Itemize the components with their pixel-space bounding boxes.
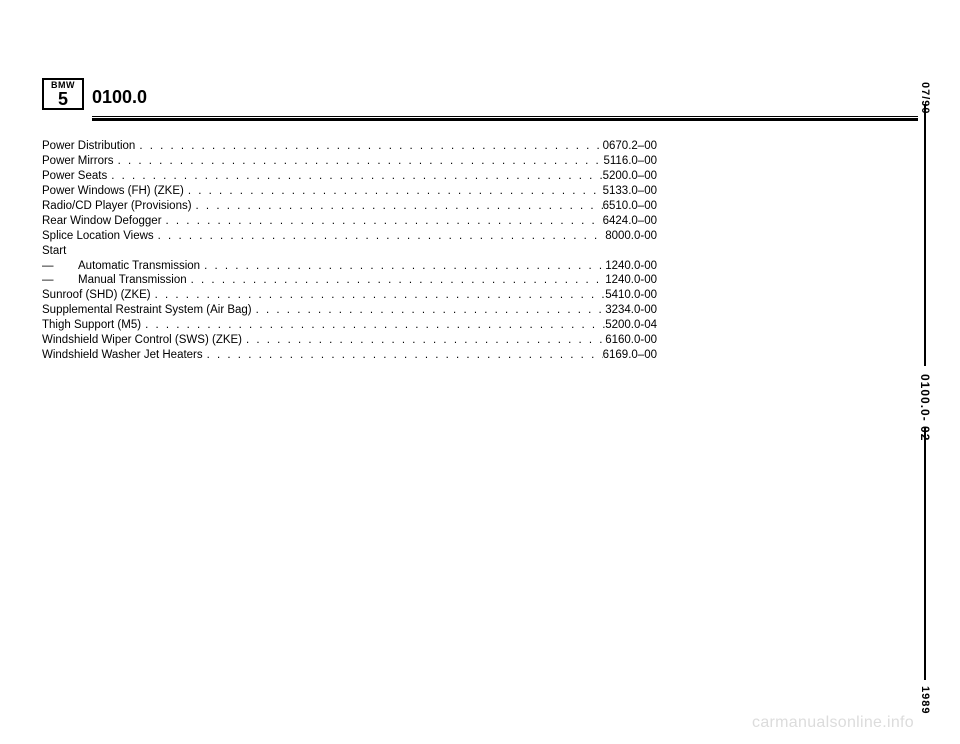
- section-number: 0100.0: [92, 87, 147, 110]
- header-rule-thin: [92, 116, 918, 117]
- toc-page: 5133.0–00: [603, 184, 657, 199]
- toc-dash: —: [42, 273, 78, 288]
- toc-dots: . . . . . . . . . . . . . . . . . . . . …: [200, 259, 605, 274]
- toc-dots: . . . . . . . . . . . . . . . . . . . . …: [162, 214, 603, 229]
- toc-dots: . . . . . . . . . . . . . . . . . . . . …: [184, 184, 603, 199]
- toc-page: 5116.0–00: [603, 154, 657, 169]
- toc-label: Power Windows (FH) (ZKE): [42, 184, 184, 199]
- toc-row: Supplemental Restraint System (Air Bag) …: [42, 303, 657, 318]
- toc-row: —Automatic Transmission . . . . . . . . …: [42, 259, 657, 274]
- toc-row: Power Mirrors . . . . . . . . . . . . . …: [42, 154, 657, 169]
- toc-page: 6424.0–00: [603, 214, 657, 229]
- toc-row: Power Distribution . . . . . . . . . . .…: [42, 139, 657, 154]
- toc-row: Thigh Support (M5) . . . . . . . . . . .…: [42, 318, 657, 333]
- toc-page: 1240.0-00: [605, 273, 657, 288]
- rail-line-bottom: [924, 428, 926, 680]
- rail-line-top: [924, 104, 926, 366]
- toc-row: Splice Location Views . . . . . . . . . …: [42, 229, 657, 244]
- toc-page: 8000.0-00: [605, 229, 657, 244]
- toc-row: Power Seats . . . . . . . . . . . . . . …: [42, 169, 657, 184]
- toc-dots: . . . . . . . . . . . . . . . . . . . . …: [192, 199, 603, 214]
- toc-row: Power Windows (FH) (ZKE) . . . . . . . .…: [42, 184, 657, 199]
- toc-page: 1240.0-00: [605, 259, 657, 274]
- toc-label: Power Mirrors: [42, 154, 114, 169]
- toc-row: Sunroof (SHD) (ZKE) . . . . . . . . . . …: [42, 288, 657, 303]
- toc-dots: . . . . . . . . . . . . . . . . . . . . …: [141, 318, 605, 333]
- toc-label: Windshield Wiper Control (SWS) (ZKE): [42, 333, 242, 348]
- rail-year: 1989: [919, 686, 931, 714]
- logo-bottom-text: 5: [58, 90, 68, 108]
- toc-row: —Manual Transmission . . . . . . . . . .…: [42, 273, 657, 288]
- toc-page: 5200.0–00: [603, 169, 657, 184]
- bmw-logo: BMW 5: [42, 78, 84, 110]
- toc-dots: . . . . . . . . . . . . . . . . . . . . …: [154, 229, 606, 244]
- table-of-contents: Power Distribution . . . . . . . . . . .…: [42, 139, 657, 363]
- toc-label: Sunroof (SHD) (ZKE): [42, 288, 151, 303]
- toc-label: Power Distribution: [42, 139, 135, 154]
- toc-page: 3234.0-00: [605, 303, 657, 318]
- toc-dots: . . . . . . . . . . . . . . . . . . . . …: [107, 169, 602, 184]
- toc-row: Radio/CD Player (Provisions) . . . . . .…: [42, 199, 657, 214]
- toc-page: 6169.0–00: [603, 348, 657, 363]
- toc-row: Windshield Wiper Control (SWS) (ZKE) . .…: [42, 333, 657, 348]
- toc-dots: . . . . . . . . . . . . . . . . . . . . …: [151, 288, 606, 303]
- toc-page: 6510.0–00: [603, 199, 657, 214]
- toc-dots: . . . . . . . . . . . . . . . . . . . . …: [203, 348, 603, 363]
- toc-label: Radio/CD Player (Provisions): [42, 199, 192, 214]
- toc-label: Manual Transmission: [78, 273, 187, 288]
- watermark: carmanualsonline.info: [752, 714, 914, 732]
- toc-dots: . . . . . . . . . . . . . . . . . . . . …: [242, 333, 605, 348]
- toc-dots: . . . . . . . . . . . . . . . . . . . . …: [114, 154, 604, 169]
- toc-dots: . . . . . . . . . . . . . . . . . . . . …: [187, 273, 606, 288]
- toc-dots: . . . . . . . . . . . . . . . . . . . . …: [252, 303, 606, 318]
- toc-label: Automatic Transmission: [78, 259, 200, 274]
- toc-label: Thigh Support (M5): [42, 318, 141, 333]
- toc-dash: —: [42, 259, 78, 274]
- toc-label: Splice Location Views: [42, 229, 154, 244]
- toc-row: Rear Window Defogger . . . . . . . . . .…: [42, 214, 657, 229]
- toc-label: Supplemental Restraint System (Air Bag): [42, 303, 252, 318]
- toc-label: Rear Window Defogger: [42, 214, 162, 229]
- header-row: BMW 5 0100.0: [42, 78, 918, 110]
- toc-row: Windshield Washer Jet Heaters . . . . . …: [42, 348, 657, 363]
- toc-label: Start: [42, 244, 66, 259]
- toc-label: Power Seats: [42, 169, 107, 184]
- header-rule-thick: [92, 118, 918, 121]
- document-page: BMW 5 0100.0 Power Distribution . . . . …: [42, 78, 918, 698]
- toc-page: 5200.0-04: [605, 318, 657, 333]
- toc-dots: . . . . . . . . . . . . . . . . . . . . …: [135, 139, 602, 154]
- toc-page: 5410.0-00: [605, 288, 657, 303]
- toc-label: Windshield Washer Jet Heaters: [42, 348, 203, 363]
- toc-row: Start: [42, 244, 657, 259]
- side-rail: 07/90 0100.0- 02 1989: [918, 86, 932, 698]
- toc-page: 6160.0-00: [605, 333, 657, 348]
- toc-page: 0670.2–00: [603, 139, 657, 154]
